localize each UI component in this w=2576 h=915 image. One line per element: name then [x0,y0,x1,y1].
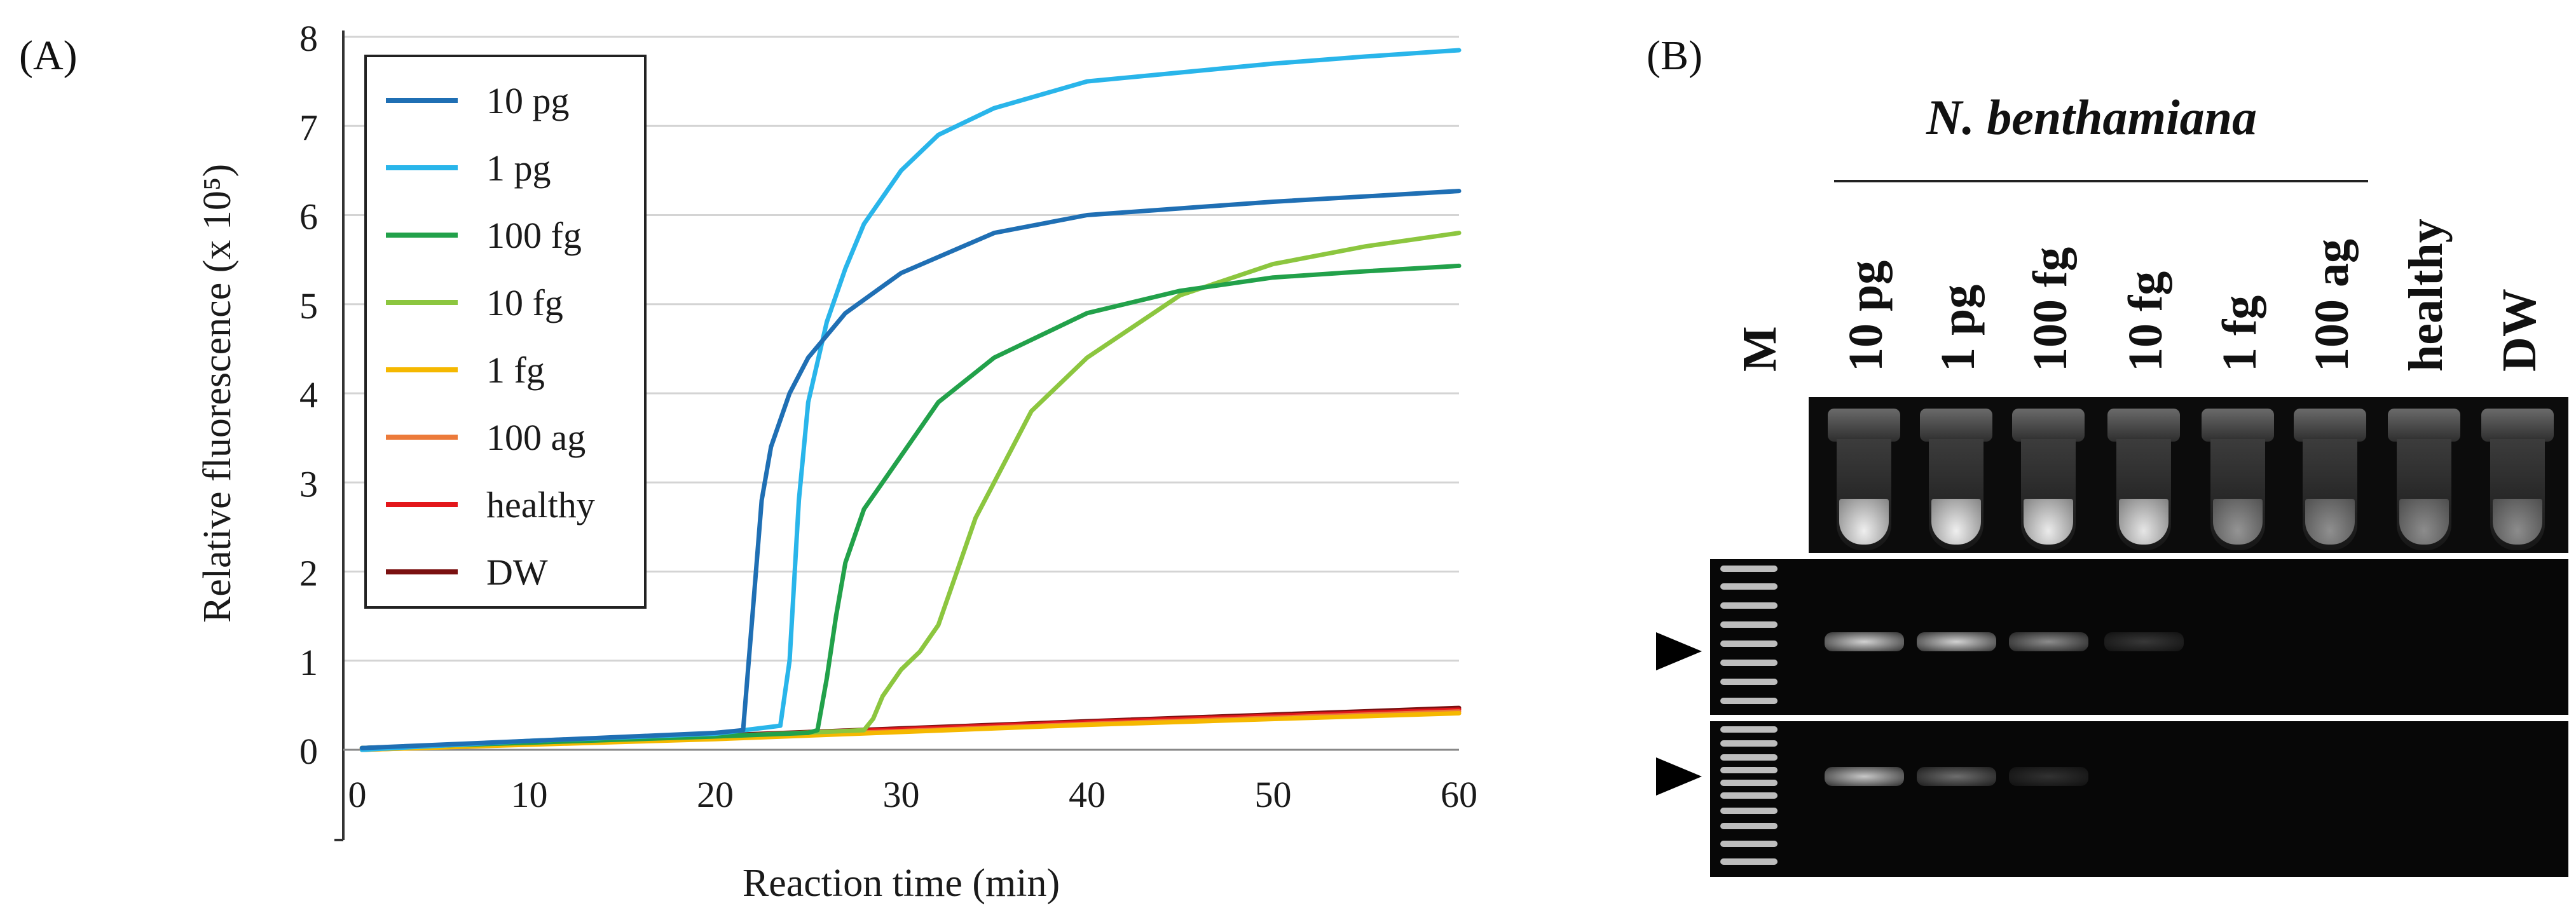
lane-label: 100 ag [2305,239,2359,372]
y-tick-label: 0 [299,731,318,772]
ladder-band [1720,780,1778,786]
tube-2 [1915,397,1997,553]
legend-label: 100 fg [486,215,582,256]
gel-band [1917,767,1996,786]
header-underline [1834,180,2368,182]
y-tick-label: 5 [299,285,318,327]
lane-label: 1 fg [2213,295,2266,372]
tube-3 [2007,397,2090,553]
y-tick-label: 8 [299,18,318,59]
species-header: N. benthamiana [1926,90,2257,145]
ladder-band [1720,679,1778,685]
y-tick-label: 4 [299,374,318,416]
x-tick-label: 50 [1255,774,1292,815]
tube-5 [2196,397,2279,553]
ladder-band [1720,823,1778,829]
ladder-band [1720,754,1778,761]
panel-b-label: (B) [1647,32,1702,79]
x-tick-label: 30 [883,774,920,815]
ladder-band [1720,767,1778,773]
lane-label: healthy [2399,219,2453,372]
gel-band [1825,767,1904,786]
ladder-band [1720,858,1778,865]
lane-label: 10 fg [2119,271,2172,372]
tube-8 [2476,397,2559,553]
ladder-band [1720,621,1778,628]
tube-1 [1823,397,1905,553]
legend-label: DW [486,552,548,593]
amplification-chart: 0 1 2 3 4 5 6 7 8 0 10 20 30 40 50 60 Reaction time (min… [196,18,1477,905]
ladder-band [1720,792,1778,799]
x-axis-title: Reaction time (min) [743,862,1060,905]
lane-label: 10 pg [1839,260,1893,372]
x-tick-label: 40 [1069,774,1106,815]
gel-band [1825,632,1904,651]
y-tick-label: 3 [299,463,318,505]
series-line-100-fg [359,263,1462,750]
legend-label: 1 pg [486,147,551,189]
gel-band [2009,767,2088,786]
x-tick-label: 0 [348,774,367,815]
ladder-band [1720,841,1778,847]
x-tick-label: 10 [511,774,548,815]
ladder-band [1720,640,1778,647]
legend-label: 100 ag [486,417,586,458]
legend-label: 10 pg [486,80,570,121]
gel-band [1917,632,1996,651]
ladder-band [1720,566,1778,572]
gel-band [2104,632,2184,651]
legend-box [364,55,647,609]
panel-a-label: (A) [19,32,78,79]
lane-label: 1 pg [1931,284,1985,372]
y-axis-title: Relative fluorescence (x 10⁵) [196,164,239,623]
x-tick-label: 20 [697,774,734,815]
series-line-1-pg [359,48,1462,752]
y-tick-label: 7 [299,107,318,148]
legend-label: healthy [486,484,595,525]
ladder-band [1720,602,1778,609]
y-tick-label: 2 [299,553,318,594]
ladder-band [1720,726,1778,733]
band-arrow-1 [1656,632,1702,670]
gel-image-1 [1710,559,2568,715]
lane-label-marker: M [1733,326,1786,372]
ladder-band [1720,660,1778,666]
lane-label: DW [2493,288,2546,372]
lane-label: 100 fg [2024,247,2077,372]
gel-image-2 [1710,721,2568,877]
tube-7 [2383,397,2465,553]
x-tick-label: 60 [1441,774,1477,815]
ladder-band [1720,583,1778,590]
series-line-10-pg [359,189,1462,750]
legend-label: 10 fg [486,282,563,323]
ladder-band [1720,698,1778,704]
gel-band [2009,632,2088,651]
band-arrow-2 [1656,757,1702,796]
ladder-band [1720,808,1778,814]
legend-label: 1 fg [486,349,545,391]
tube-4 [2102,397,2185,553]
ladder-band [1720,740,1778,747]
tube-6 [2289,397,2371,553]
y-tick-label: 6 [299,196,318,238]
tube-photo [1809,397,2568,553]
y-tick-label: 1 [299,642,318,683]
